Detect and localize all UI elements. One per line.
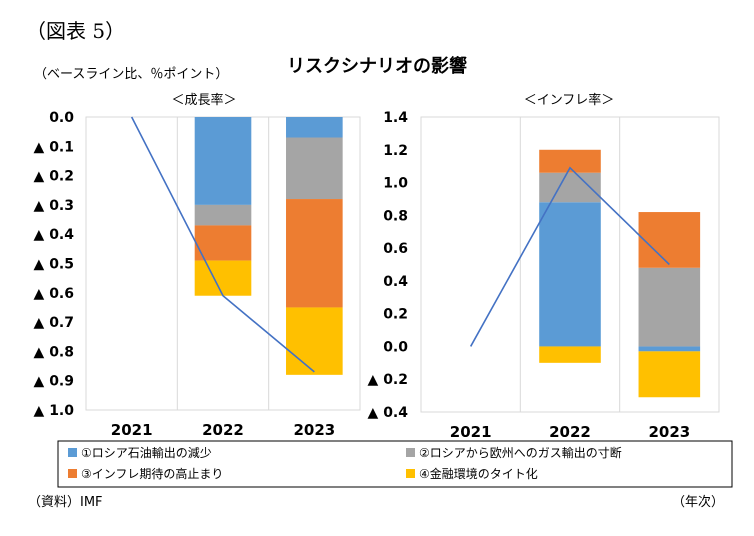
growth-x-tick-label: 2022 bbox=[202, 421, 244, 439]
growth-y-tick-label: ▲ 0.3 bbox=[34, 198, 74, 214]
inflation-bar-financial-tightening-2022 bbox=[539, 346, 601, 363]
legend-item-financial-tightening: ④金融環境のタイト化 bbox=[406, 466, 538, 481]
growth-bar-gas-2023 bbox=[286, 137, 343, 200]
growth-bar-financial-tightening-2022 bbox=[194, 260, 252, 296]
inflation-y-tick-label: 0.2 bbox=[383, 307, 408, 323]
legend-label-financial-tightening: ④金融環境のタイト化 bbox=[419, 466, 538, 481]
inflation-bar-inflation-expectations-2023 bbox=[638, 212, 701, 268]
legend-item-inflation-expectations: ③インフレ期待の高止まり bbox=[68, 466, 223, 481]
growth-bar-gas-2022 bbox=[194, 204, 252, 226]
inflation-x-tick-label: 2022 bbox=[549, 423, 591, 441]
legend-label-inflation-expectations: ③インフレ期待の高止まり bbox=[81, 466, 223, 481]
inflation-bar-gas-2022 bbox=[539, 172, 601, 203]
growth-y-tick-label: ▲ 0.1 bbox=[34, 139, 74, 155]
inflation-plot-area bbox=[420, 116, 720, 413]
inflation-bar-inflation-expectations-2022 bbox=[539, 149, 601, 173]
growth-y-tick-label: ▲ 0.9 bbox=[34, 374, 74, 390]
x-unit-label: （年次） bbox=[672, 494, 724, 510]
inflation-y-tick-label: 0.4 bbox=[383, 274, 408, 290]
inflation-y-tick-label: 1.4 bbox=[383, 110, 408, 126]
legend-label-oil: ①ロシア石油輸出の減少 bbox=[81, 445, 212, 460]
inflation-x-tick-label: 2021 bbox=[450, 423, 492, 441]
growth-y-tick-label: ▲ 0.2 bbox=[34, 169, 74, 185]
growth-y-tick-label: 0.0 bbox=[49, 110, 74, 126]
inflation-y-tick-label: ▲ 0.2 bbox=[368, 372, 408, 388]
growth-bar-oil-2023 bbox=[286, 117, 343, 138]
legend-swatch-inflation-expectations bbox=[68, 469, 77, 478]
legend-swatch-financial-tightening bbox=[406, 469, 415, 478]
inflation-x-tick-label: 2023 bbox=[648, 423, 690, 441]
growth-bar-oil-2022 bbox=[194, 117, 252, 205]
source-note: （資料）IMF bbox=[28, 495, 103, 510]
growth-bar-inflation-expectations-2022 bbox=[194, 225, 252, 261]
growth-y-tick-label: ▲ 0.6 bbox=[34, 286, 74, 302]
legend-box bbox=[57, 440, 733, 488]
inflation-y-tick-label: 1.2 bbox=[383, 143, 408, 159]
legend-item-oil: ①ロシア石油輸出の減少 bbox=[68, 445, 212, 460]
growth-y-tick-label: ▲ 0.8 bbox=[34, 344, 74, 360]
inflation-y-tick-label: 0.8 bbox=[383, 208, 408, 224]
figure-label: （図表 5） bbox=[26, 19, 125, 43]
growth-rate-chart: 0.0 ▲ 0.1 ▲ 0.2 ▲ 0.3 ▲ 0.4 ▲ 0.5 ▲ 0.6 ▲ 0.7 ▲ … bbox=[34, 110, 361, 439]
growth-y-tick-label: ▲ 1.0 bbox=[34, 403, 75, 419]
inflation-bar-oil-2023 bbox=[638, 346, 701, 352]
inflation-bar-financial-tightening-2023 bbox=[638, 351, 701, 398]
inflation-y-tick-label: 0.0 bbox=[383, 339, 408, 355]
chart-title: リスクシナリオの影響 bbox=[287, 55, 467, 77]
inflation-y-tick-label: 1.0 bbox=[383, 176, 408, 192]
inflation-rate-chart: 1.4 1.2 1.0 0.8 0.6 0.4 0.2 0.0 ▲ 0.2 ▲ 0.4 2021 20… bbox=[368, 110, 720, 441]
inflation-y-tick-label: 0.6 bbox=[383, 241, 408, 257]
growth-x-tick-label: 2023 bbox=[293, 421, 335, 439]
growth-x-tick-label: 2021 bbox=[111, 421, 153, 439]
growth-bar-inflation-expectations-2023 bbox=[286, 199, 343, 308]
inflation-panel-title: ＜インフレ率＞ bbox=[524, 92, 615, 108]
unit-label: （ベースライン比、％ポイント） bbox=[34, 67, 228, 82]
growth-panel-title: ＜成長率＞ bbox=[171, 92, 236, 108]
growth-y-tick-label: ▲ 0.4 bbox=[34, 227, 75, 243]
growth-y-tick-label: ▲ 0.5 bbox=[34, 257, 74, 273]
growth-bar-financial-tightening-2023 bbox=[286, 307, 343, 375]
growth-total-line bbox=[130, 116, 315, 373]
legend-label-gas: ②ロシアから欧州へのガス輸出の寸断 bbox=[419, 445, 622, 460]
inflation-total-line bbox=[469, 166, 670, 347]
inflation-y-tick-label: ▲ 0.4 bbox=[368, 405, 409, 421]
legend-item-gas: ②ロシアから欧州へのガス輸出の寸断 bbox=[406, 445, 622, 460]
legend-swatch-oil bbox=[68, 448, 77, 457]
legend-swatch-gas bbox=[406, 448, 415, 457]
growth-y-tick-label: ▲ 0.7 bbox=[34, 315, 74, 331]
inflation-bar-oil-2022 bbox=[539, 202, 601, 347]
inflation-bar-gas-2023 bbox=[638, 267, 701, 347]
